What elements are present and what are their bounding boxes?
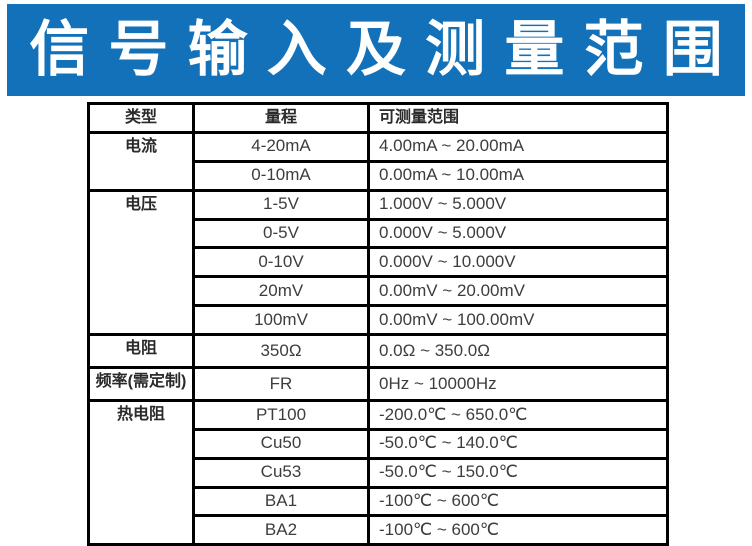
table-header-row: 类型 量程 可测量范围 (87, 102, 669, 134)
measurable-cell: 0Hz ~ 10000Hz (367, 366, 669, 402)
range-cell: 0-10V (192, 246, 370, 279)
measurable-cell: -50.0℃ ~ 140.0℃ (367, 427, 669, 460)
page-title: 信号输入及测量范围 (29, 16, 742, 83)
range-cell: Cu53 (192, 456, 370, 489)
header-cell-range: 量程 (192, 102, 370, 134)
measurable-cell: -100℃ ~ 600℃ (367, 485, 669, 518)
measurable-cell: 1.000V ~ 5.000V (367, 188, 669, 221)
measurable-cell: 0.0Ω ~ 350.0Ω (367, 333, 669, 370)
signal-range-table: 类型 量程 可测量范围 电流 4-20mA 4.00mA ~ 20.00mA 0… (87, 102, 669, 546)
header-cell-measurable: 可测量范围 (367, 102, 669, 134)
range-cell: FR (192, 366, 370, 402)
table-row: 100mV 0.00mV ~ 100.00mV (89, 304, 669, 337)
table-row: 电压 1-5V 1.000V ~ 5.000V (87, 188, 669, 337)
measurable-cell: 0.00mA ~ 10.00mA (367, 159, 669, 192)
table-row: Cu50 -50.0℃ ~ 140.0℃ (89, 427, 669, 460)
table-row: 0-10V 0.000V ~ 10.000V (89, 246, 669, 279)
range-cell: 20mV (192, 275, 370, 308)
type-cell-resistance: 电阻 (87, 333, 195, 370)
measurable-cell: 0.00mV ~ 100.00mV (367, 304, 669, 337)
table-row: 电流 4-20mA 4.00mA ~ 20.00mA (87, 130, 669, 192)
range-cell: BA1 (192, 485, 370, 518)
title-banner: 信号输入及测量范围 (7, 4, 745, 96)
table-row: 20mV 0.00mV ~ 20.00mV (89, 275, 669, 308)
range-cell: 100mV (192, 304, 370, 337)
range-cell: PT100 (192, 398, 370, 431)
range-cell: BA2 (192, 514, 370, 546)
table-row: 热电阻 PT100 -200.0℃ ~ 650.0℃ (87, 398, 669, 546)
header-cell-type: 类型 (87, 102, 195, 134)
range-cell: 1-5V (192, 188, 370, 221)
type-cell-rtd: 热电阻 (87, 398, 195, 546)
table-row: Cu53 -50.0℃ ~ 150.0℃ (89, 456, 669, 489)
table-row: 频率(需定制) FR 0Hz ~ 10000Hz (87, 366, 669, 402)
range-cell: 0-5V (192, 217, 370, 250)
type-cell-frequency: 频率(需定制) (87, 366, 195, 402)
table-row: 电阻 350Ω 0.0Ω ~ 350.0Ω (87, 333, 669, 370)
measurable-cell: -200.0℃ ~ 650.0℃ (367, 398, 669, 431)
measurable-cell: -100℃ ~ 600℃ (367, 514, 669, 546)
range-cell: 0-10mA (192, 159, 370, 192)
measurable-cell: -50.0℃ ~ 150.0℃ (367, 456, 669, 489)
measurable-cell: 0.00mV ~ 20.00mV (367, 275, 669, 308)
type-cell-current: 电流 (87, 130, 195, 192)
table-row: 0-5V 0.000V ~ 5.000V (89, 217, 669, 250)
table-row: BA1 -100℃ ~ 600℃ (89, 485, 669, 518)
table-row: 0-10mA 0.00mA ~ 10.00mA (89, 159, 669, 192)
type-cell-voltage: 电压 (87, 188, 195, 337)
range-cell: Cu50 (192, 427, 370, 460)
measurable-cell: 4.00mA ~ 20.00mA (367, 130, 669, 163)
measurable-cell: 0.000V ~ 5.000V (367, 217, 669, 250)
range-cell: 4-20mA (192, 130, 370, 163)
range-cell: 350Ω (192, 333, 370, 370)
measurable-cell: 0.000V ~ 10.000V (367, 246, 669, 279)
